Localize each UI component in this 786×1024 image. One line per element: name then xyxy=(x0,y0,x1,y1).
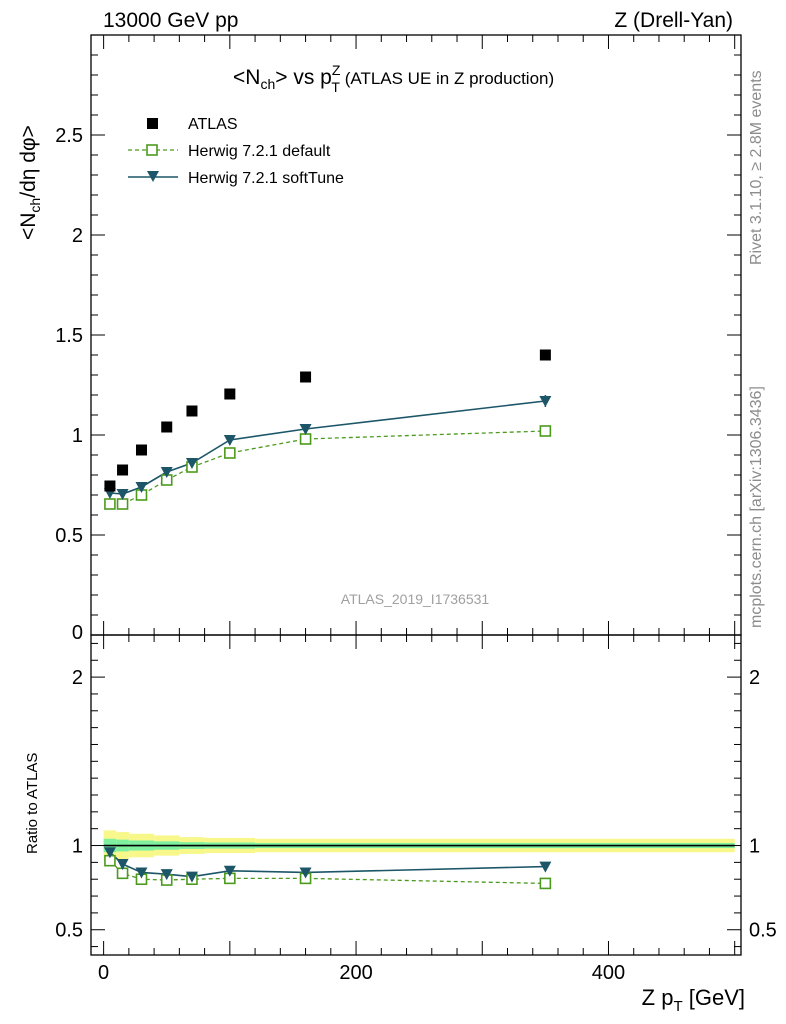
atlas-point xyxy=(300,371,312,383)
lower-y-tick-label: 0.5 xyxy=(55,920,83,942)
legend: ATLAS Herwig 7.2.1 default Herwig 7.2.1 … xyxy=(128,116,344,187)
atlas-point xyxy=(224,388,236,400)
ratio-softtune-point xyxy=(135,867,148,879)
ratio-softtune-point xyxy=(185,871,198,883)
legend-default-label: Herwig 7.2.1 default xyxy=(188,143,331,160)
default-point xyxy=(299,433,312,445)
lower-y-tick-label-right: 0.5 xyxy=(749,920,777,942)
ratio-default-point xyxy=(539,877,552,890)
x-tick-label: 200 xyxy=(339,962,372,984)
default-point xyxy=(104,498,116,510)
upper-plot-title: <Nch> vs pZ T (ATLAS UE in Z production) xyxy=(233,62,554,95)
lower-frame xyxy=(90,634,742,956)
softtune-point xyxy=(539,396,552,407)
upper-y-tick-label: 1.5 xyxy=(55,325,83,347)
atlas-point xyxy=(161,421,173,433)
legend-default-marker xyxy=(146,144,158,156)
upper-y-tick-label: 2 xyxy=(72,225,83,247)
lower-y-tick-label: 2 xyxy=(72,667,83,689)
lower-y-axis-title: Ratio to ATLAS xyxy=(24,753,41,854)
legend-atlas-marker xyxy=(147,118,158,129)
atlas-point xyxy=(186,405,198,417)
x-axis-title: Z pT [GeV] xyxy=(642,985,745,1015)
softtune-point xyxy=(223,435,236,446)
softtune-line xyxy=(109,400,546,495)
default-point xyxy=(539,425,552,437)
upper-y-tick-label: 1 xyxy=(72,425,83,447)
default-line xyxy=(109,430,546,505)
ratio-softtune-point xyxy=(160,869,173,881)
legend-softtune-marker xyxy=(147,171,159,182)
lower-y-tick-label: 1 xyxy=(72,836,83,858)
ratio-softtune-line xyxy=(109,851,546,878)
legend-softtune-label: Herwig 7.2.1 softTune xyxy=(188,170,344,187)
upper-y-tick-label-zero: 0 xyxy=(72,622,83,644)
default-point xyxy=(224,447,236,459)
lower-y-tick-label-right: 1 xyxy=(749,836,760,858)
analysis-label: ATLAS_2019_I1736531 xyxy=(341,591,490,607)
softtune-point xyxy=(135,482,148,493)
ratio-softtune-point xyxy=(299,867,312,879)
process-label: Z (Drell-Yan) xyxy=(614,9,733,32)
softtune-point xyxy=(299,424,312,435)
rivet-info-label: Rivet 3.1.10, ≥ 2.8M events xyxy=(748,70,765,265)
upper-y-tick-label: 2.5 xyxy=(55,125,83,147)
atlas-point xyxy=(135,444,147,456)
softtune-point xyxy=(160,467,173,478)
atlas-point xyxy=(104,480,116,492)
atlas-point xyxy=(117,464,129,476)
lower-y-tick-label-right: 2 xyxy=(749,667,760,689)
x-tick-label: 0 xyxy=(98,962,109,984)
mcplots-label: mcplots.cern.ch [arXiv:1306.3436] xyxy=(748,386,765,628)
upper-y-tick-label: 0.5 xyxy=(55,525,83,547)
atlas-point xyxy=(539,349,551,361)
softtune-point xyxy=(185,458,198,469)
ratio-softtune-point xyxy=(539,861,552,873)
upper-y-axis-title: <Nch/dη dφ> xyxy=(17,125,43,240)
upper-plot-area: 0.5 1 1.5 2 2.5 0 xyxy=(55,34,742,644)
energy-label: 13000 GeV pp xyxy=(103,9,238,32)
softtune-point xyxy=(116,489,129,500)
x-tick-label: 400 xyxy=(592,962,625,984)
ratio-softtune-point xyxy=(103,847,116,859)
legend-atlas-label: ATLAS xyxy=(188,116,238,133)
lower-plot-area: 0 200 400 0.5 0.5 1 1 2 2 xyxy=(55,634,777,984)
ratio-softtune-point xyxy=(116,859,129,871)
ratio-softtune-point xyxy=(223,865,236,877)
default-point xyxy=(116,498,129,510)
